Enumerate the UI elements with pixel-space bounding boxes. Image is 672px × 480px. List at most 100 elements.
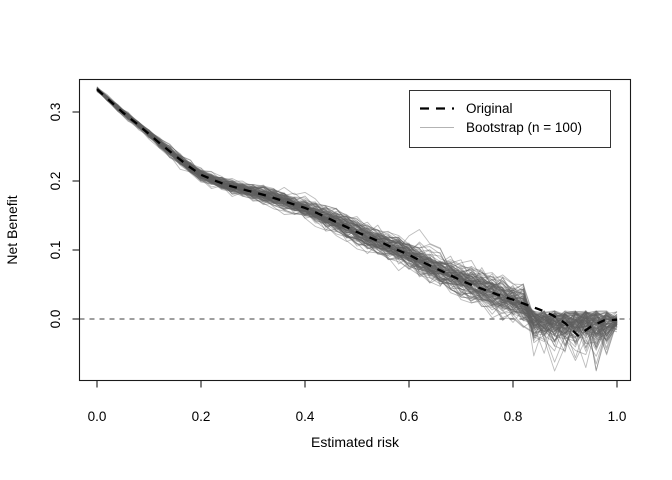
bootstrap-curve — [96, 88, 618, 337]
bootstrap-curve — [96, 86, 618, 348]
y-tick-label: 0.0 — [48, 310, 63, 329]
bootstrap-curve — [96, 88, 618, 342]
bootstrap-curve — [96, 89, 618, 339]
y-tick-label: 0.3 — [48, 103, 63, 122]
bootstrap-curve — [96, 89, 618, 342]
y-axis: 0.0 0.1 0.2 0.3 — [48, 103, 80, 329]
bootstrap-curve — [96, 88, 618, 347]
bootstrap-curve — [96, 86, 618, 330]
bootstrap-curve — [96, 87, 618, 351]
bootstrap-curve — [96, 89, 618, 338]
bootstrap-curve — [96, 89, 618, 335]
x-tick-label: 0.8 — [504, 409, 523, 424]
bootstrap-curve — [96, 87, 618, 329]
y-axis-title: Net Benefit — [4, 195, 20, 264]
bootstrap-curve — [96, 87, 618, 361]
bootstrap-curve — [96, 89, 618, 335]
x-axis-title: Estimated risk — [311, 434, 400, 450]
bootstrap-curve — [96, 88, 617, 337]
bootstrap-curve — [96, 88, 618, 335]
bootstrap-curve — [96, 88, 618, 338]
bootstrap-curve — [96, 90, 618, 359]
original-curve — [96, 88, 618, 337]
legend-box — [409, 90, 611, 148]
bootstrap-curve — [96, 91, 618, 337]
bootstrap-curve — [96, 90, 618, 342]
bootstrap-curve — [96, 87, 618, 372]
bootstrap-curve — [96, 87, 618, 356]
bootstrap-curve — [96, 87, 618, 347]
bootstrap-curve — [96, 89, 618, 330]
bootstrap-curve — [96, 88, 618, 334]
x-tick-label: 1.0 — [608, 409, 627, 424]
x-axis: 0.0 0.2 0.4 0.6 0.8 1.0 — [88, 380, 627, 424]
bootstrap-curve — [96, 86, 618, 339]
x-tick-label: 0.0 — [88, 409, 107, 424]
bootstrap-curve — [96, 89, 618, 342]
bootstrap-curve — [96, 88, 618, 345]
y-tick-label: 0.1 — [48, 241, 63, 260]
bootstrap-curve — [96, 87, 618, 356]
bootstrap-curve — [96, 88, 618, 348]
bootstrap-curve — [96, 88, 618, 333]
y-tick-label: 0.2 — [48, 172, 63, 191]
bootstrap-curve — [96, 87, 618, 352]
bootstrap-curve — [96, 88, 618, 336]
bootstrap-curve — [96, 90, 618, 352]
bootstrap-curve — [96, 88, 618, 344]
bootstrap-curve — [96, 88, 618, 340]
bootstrap-curve — [96, 89, 618, 348]
bootstrap-curve — [96, 88, 618, 339]
bootstrap-curve — [96, 87, 618, 334]
bootstrap-curve — [96, 88, 618, 344]
bootstrap-curve — [96, 87, 618, 344]
bootstrap-curve — [96, 88, 618, 349]
bootstrap-curve — [96, 88, 618, 334]
bootstrap-curve — [96, 89, 618, 337]
bootstrap-curve — [96, 89, 618, 345]
bootstrap-curve — [96, 89, 618, 341]
bootstrap-curve — [96, 89, 618, 333]
legend: Original Bootstrap (n = 100) — [409, 90, 611, 148]
bootstrap-curve — [96, 89, 618, 371]
bootstrap-curve — [96, 89, 618, 365]
bootstrap-curve — [96, 88, 618, 330]
bootstrap-curve — [96, 87, 618, 327]
bootstrap-curve — [96, 88, 618, 342]
bootstrap-curve — [96, 89, 618, 329]
bootstrap-curve — [96, 88, 618, 352]
bootstrap-curve — [96, 90, 618, 327]
bootstrap-curve — [96, 88, 618, 339]
bootstrap-curve — [96, 87, 618, 334]
bootstrap-curve — [96, 88, 618, 334]
bootstrap-curve — [96, 89, 618, 351]
x-tick-label: 0.4 — [296, 409, 315, 424]
bootstrap-curve — [96, 89, 618, 349]
bootstrap-curve — [96, 89, 618, 337]
bootstrap-curve — [96, 90, 618, 332]
bootstrap-curve — [96, 88, 618, 333]
bootstrap-curve — [96, 88, 618, 322]
legend-label-original: Original — [466, 101, 513, 116]
bootstrap-curve — [96, 88, 618, 369]
bootstrap-curve — [96, 87, 618, 338]
bootstrap-curve — [96, 89, 618, 354]
bootstrap-curve — [96, 88, 618, 326]
legend-label-bootstrap: Bootstrap (n = 100) — [466, 120, 582, 135]
x-tick-label: 0.6 — [400, 409, 419, 424]
bootstrap-curve — [96, 88, 618, 335]
bootstrap-curve — [96, 89, 618, 337]
bootstrap-curve — [96, 90, 618, 337]
bootstrap-curve — [96, 88, 618, 333]
bootstrap-curve — [96, 88, 618, 357]
bootstrap-curve — [96, 89, 618, 341]
bootstrap-curve — [96, 88, 618, 333]
bootstrap-curve — [96, 86, 618, 339]
bootstrap-curve — [96, 87, 618, 337]
x-tick-label: 0.2 — [192, 409, 211, 424]
plot-frame — [78, 78, 632, 382]
bootstrap-curve — [96, 87, 618, 347]
